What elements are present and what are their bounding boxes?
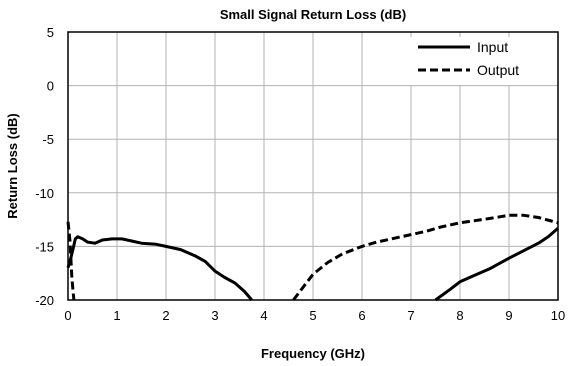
y-tick-label: -15 (35, 239, 54, 254)
series-input-line (434, 227, 559, 302)
y-tick-label: -20 (35, 293, 54, 308)
plot-frame (67, 31, 559, 301)
chart-title: Small Signal Return Loss (dB) (220, 7, 406, 22)
y-tick-label: 0 (47, 79, 54, 94)
x-tick-label: 8 (456, 308, 463, 323)
x-tick-label: 1 (113, 308, 120, 323)
series-layer (66, 213, 559, 302)
x-tick-label: 6 (358, 308, 365, 323)
y-tick-label: -5 (42, 132, 54, 147)
grid-lines (68, 32, 558, 300)
x-axis-label: Frequency (GHz) (261, 346, 365, 361)
x-tick-label: 0 (64, 308, 71, 323)
legend-input-label: Input (477, 39, 508, 55)
x-tick-label: 4 (260, 308, 267, 323)
x-tick-label: 5 (309, 308, 316, 323)
y-tick-label: 5 (47, 25, 54, 40)
series-output-line (292, 213, 559, 301)
series-input-line (66, 235, 253, 301)
y-axis-label: Return Loss (dB) (5, 113, 20, 218)
series-output-line (66, 221, 76, 301)
x-tick-label: 7 (407, 308, 414, 323)
y-tick-label: -10 (35, 186, 54, 201)
x-tick-label: 2 (162, 308, 169, 323)
legend (404, 37, 554, 85)
x-tick-label: 9 (505, 308, 512, 323)
x-tick-label: 3 (211, 308, 218, 323)
x-tick-label: 10 (551, 308, 565, 323)
legend-output-label: Output (477, 62, 519, 78)
tick-labels: 0 1 2 3 4 5 6 7 8 9 10 5 0 -5 -10 -15 -20 (35, 25, 565, 323)
